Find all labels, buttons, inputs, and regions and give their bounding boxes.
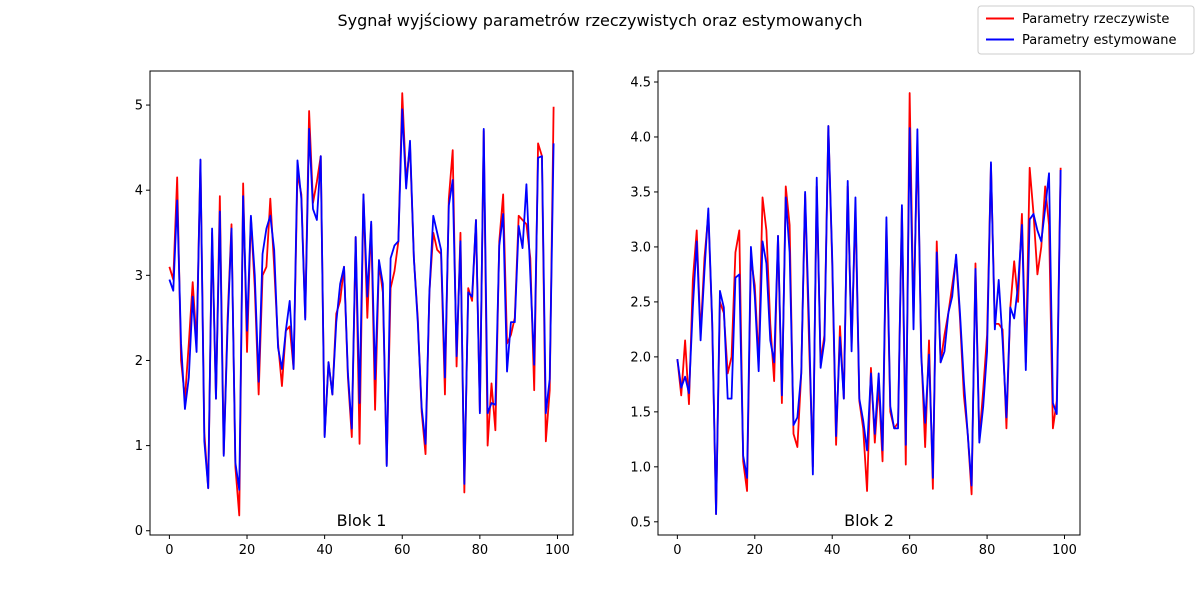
y-tick-label: 1 xyxy=(135,439,143,454)
y-tick-label: 1.0 xyxy=(630,460,651,475)
x-tick-label: 40 xyxy=(824,543,841,558)
panel-label: Blok 1 xyxy=(337,511,387,530)
y-tick-label: 2.5 xyxy=(630,295,651,310)
x-tick-label: 100 xyxy=(545,543,570,558)
legend: Parametry rzeczywiste Parametry estymowa… xyxy=(977,5,1195,55)
panel-label: Blok 2 xyxy=(844,511,894,530)
y-tick-label: 1.5 xyxy=(630,405,651,420)
y-tick-label: 2 xyxy=(135,354,143,369)
y-tick-label: 3.0 xyxy=(630,240,651,255)
x-tick-label: 40 xyxy=(316,543,333,558)
y-tick-label: 4.5 xyxy=(630,75,651,90)
series-line-estimated xyxy=(676,125,1062,516)
x-tick-label: 100 xyxy=(1052,543,1077,558)
x-tick-label: 80 xyxy=(472,543,489,558)
y-tick-label: 0.5 xyxy=(630,515,651,530)
y-tick-label: 3.5 xyxy=(630,185,651,200)
plot-frame xyxy=(149,70,574,536)
legend-label-real: Parametry rzeczywiste xyxy=(1022,12,1169,27)
y-tick-label: 4 xyxy=(135,184,143,199)
y-tick-label: 2.0 xyxy=(630,350,651,365)
chart-panel-blok-1: 0 20 40 60 80 100 0 1 2 3 4 5 Blok 1 xyxy=(135,70,574,558)
y-tick-label: 3 xyxy=(135,269,143,284)
x-tick-label: 60 xyxy=(901,543,918,558)
x-tick-label: 20 xyxy=(747,543,764,558)
x-tick-label: 0 xyxy=(673,543,681,558)
figure-title: Sygnał wyjściowy parametrów rzeczywistyc… xyxy=(337,11,862,30)
x-tick-label: 60 xyxy=(394,543,411,558)
y-tick-label: 4.0 xyxy=(630,130,651,145)
legend-label-estimated: Parametry estymowane xyxy=(1022,33,1176,48)
y-tick-label: 0 xyxy=(135,524,143,539)
x-tick-label: 80 xyxy=(979,543,996,558)
x-tick-label: 20 xyxy=(239,543,256,558)
y-tick-label: 5 xyxy=(135,99,143,114)
x-tick-label: 0 xyxy=(165,543,173,558)
legend-frame xyxy=(977,5,1195,55)
chart-panel-blok-2: 0 20 40 60 80 100 0.5 1.0 1.5 2.0 2.5 3.0 3.5 4.0 4.5 B… xyxy=(630,70,1081,558)
plot-frame xyxy=(657,70,1081,536)
series-line-estimated xyxy=(168,108,555,491)
